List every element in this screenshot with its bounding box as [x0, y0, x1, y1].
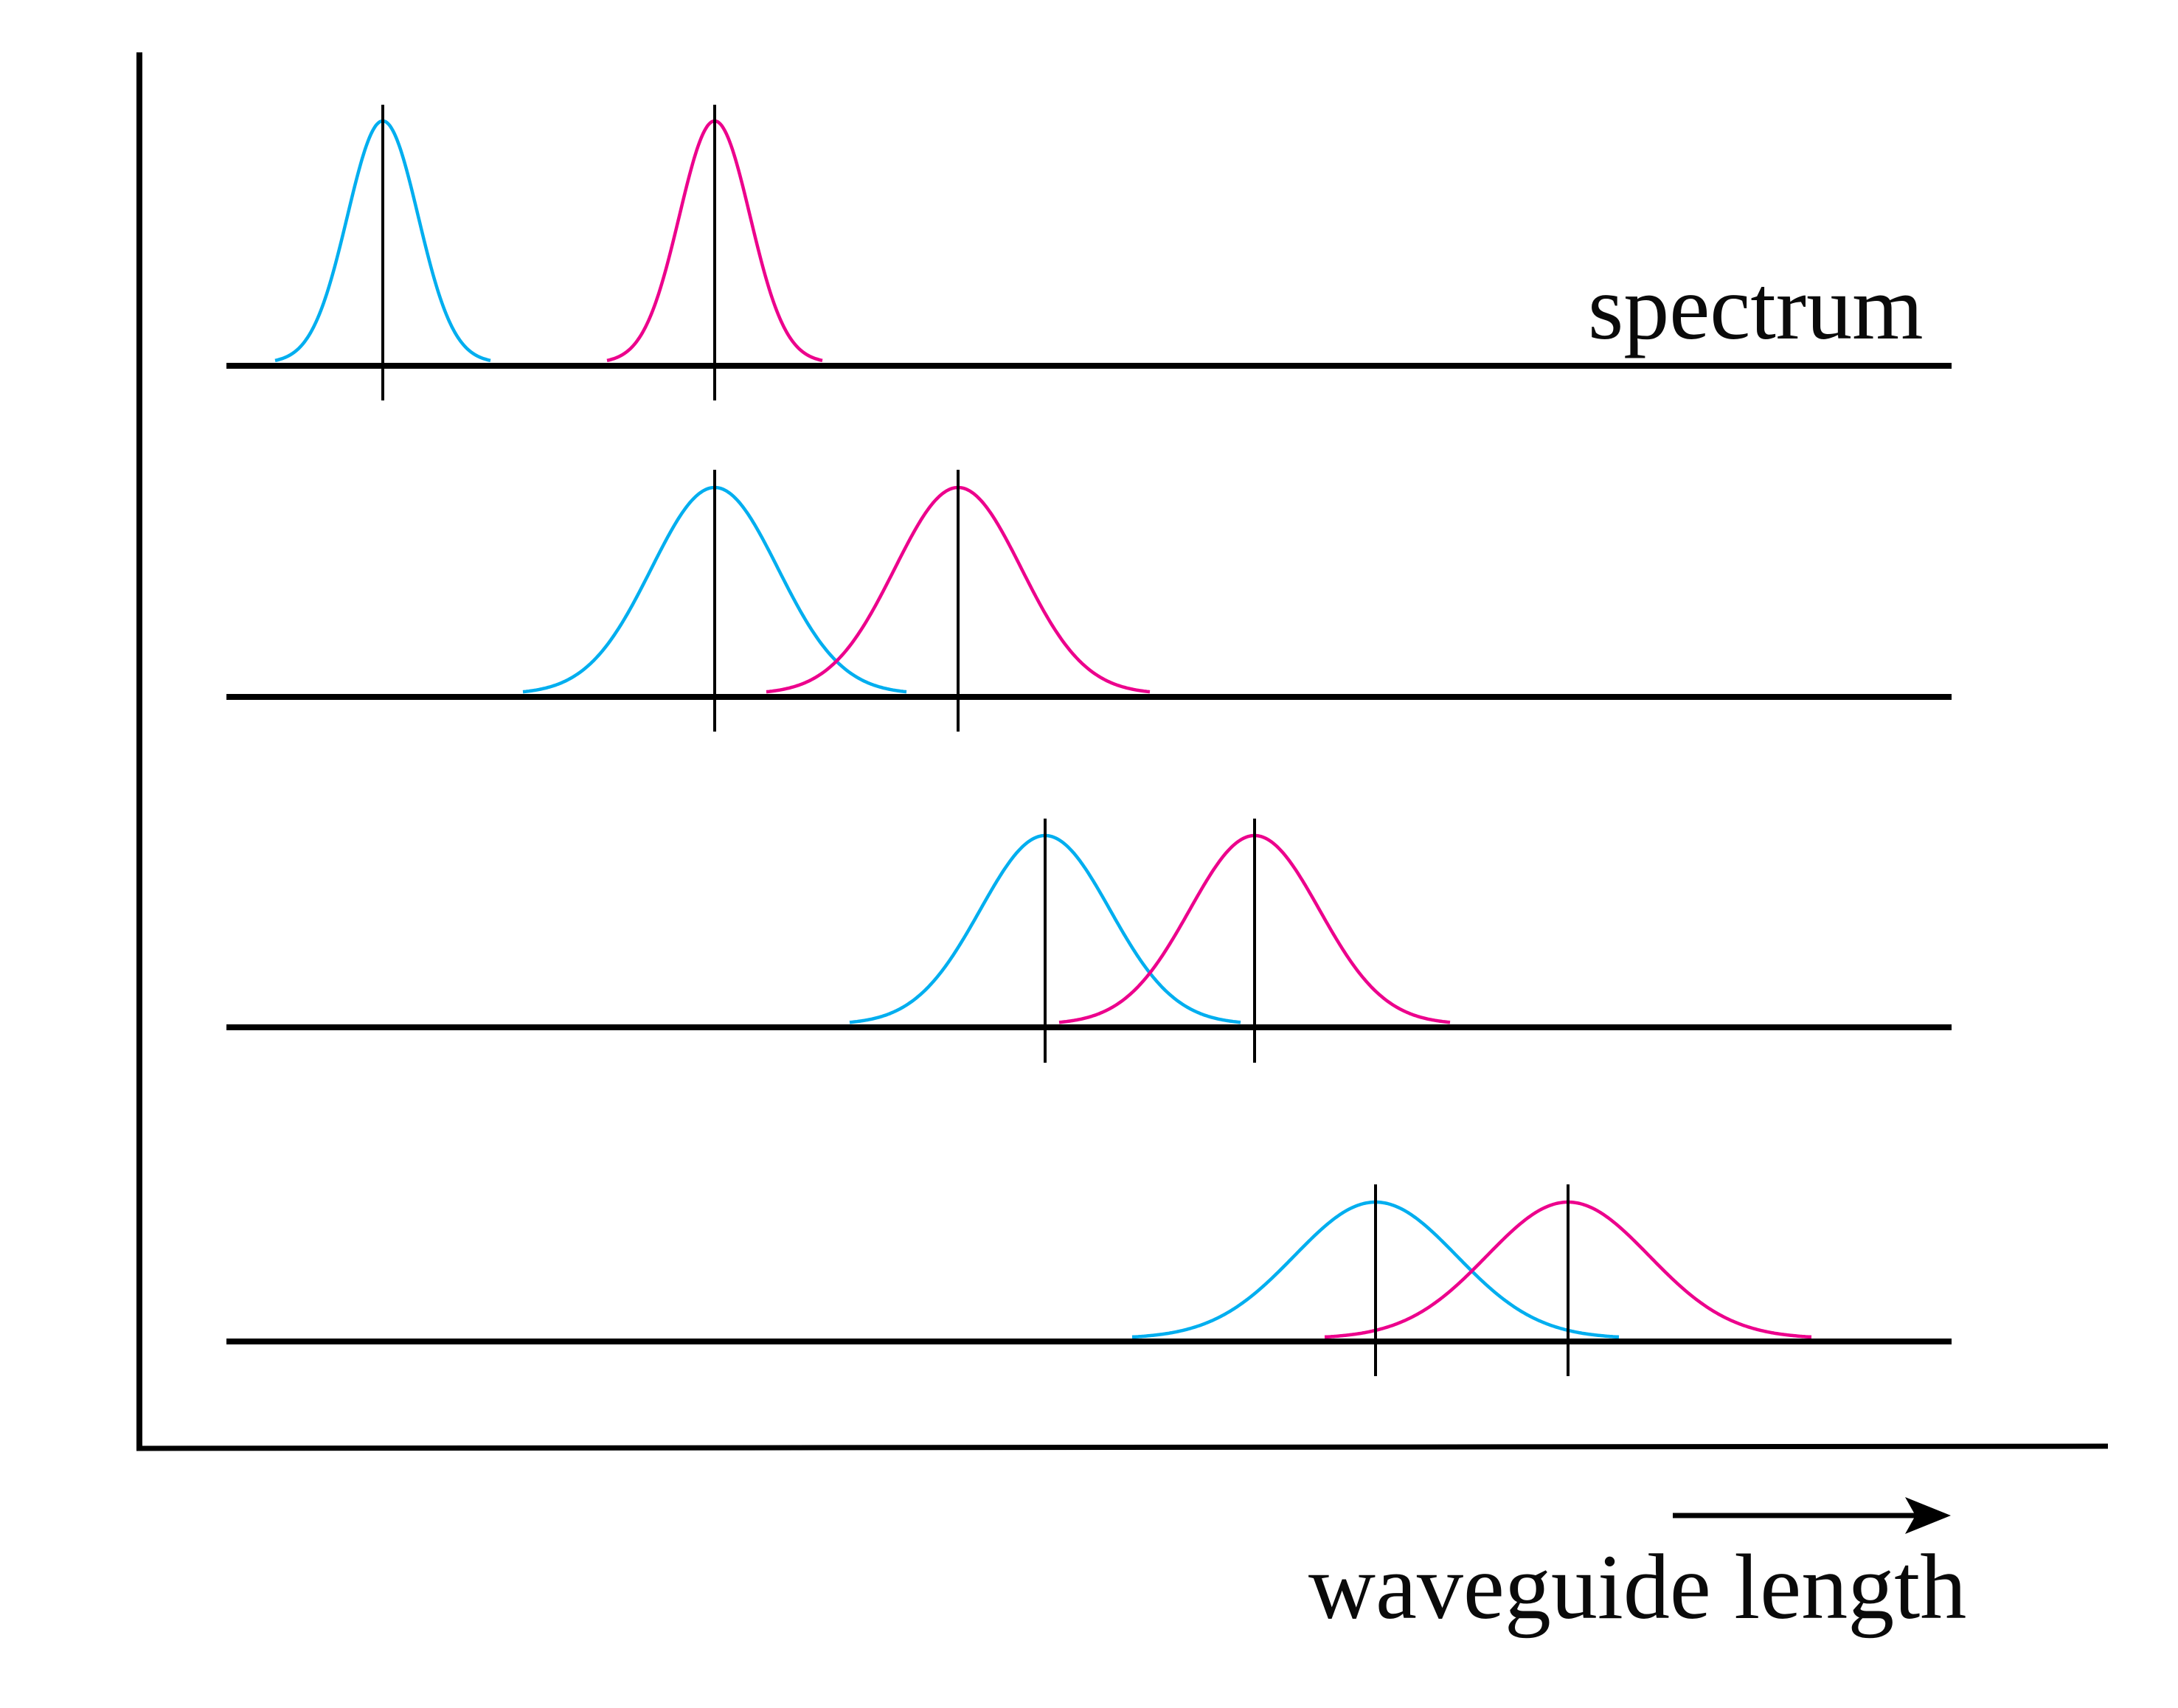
direction-arrow-icon: [1673, 1497, 1951, 1534]
arrow-head: [1905, 1497, 1951, 1534]
pulse-row-4: [226, 1184, 1952, 1376]
spectrum-label: spectrum: [1588, 257, 1924, 358]
pulse-row-2: [226, 470, 1952, 732]
x-axis-label: waveguide length: [1308, 1536, 1967, 1639]
pulse-row-1: [226, 105, 1952, 400]
pulse-row-3: [226, 819, 1952, 1063]
pulse-rows: [226, 105, 1952, 1376]
x-axis: [136, 1443, 2109, 1451]
